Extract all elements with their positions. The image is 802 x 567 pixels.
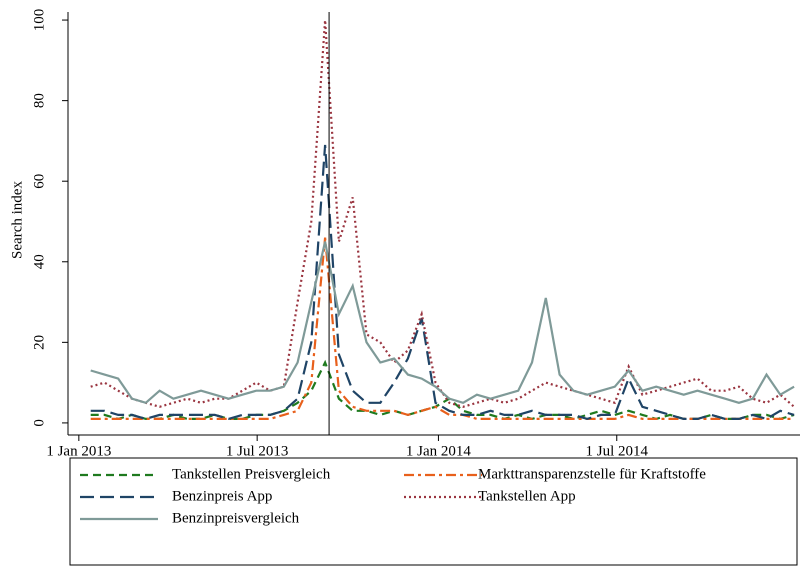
x-tick-label: 1 Jan 2013 xyxy=(46,443,111,459)
y-tick-label: 100 xyxy=(31,9,47,32)
x-tick-label: 1 Jul 2014 xyxy=(585,443,648,459)
y-tick-label: 60 xyxy=(31,174,47,189)
y-tick-label: 0 xyxy=(31,419,47,427)
line-series xyxy=(90,241,795,405)
y-tick-label: 80 xyxy=(31,93,47,108)
legend-label: Benzinpreisvergleich xyxy=(172,510,300,526)
line-series xyxy=(90,20,795,408)
y-tick-label: 20 xyxy=(31,335,47,350)
legend-label: Markttransparenzstelle für Kraftstoffe xyxy=(478,466,706,482)
y-tick-label: 40 xyxy=(31,254,47,269)
legend-label: Tankstellen Preisvergleich xyxy=(172,466,331,482)
legend-label: Tankstellen App xyxy=(478,488,576,504)
line-series xyxy=(90,144,795,421)
y-axis-label: Search index xyxy=(9,181,25,259)
legend-label: Benzinpreis App xyxy=(172,488,272,504)
x-tick-label: 1 Jan 2014 xyxy=(406,443,471,459)
x-tick-label: 1 Jul 2013 xyxy=(226,443,289,459)
line-series xyxy=(90,237,795,420)
line-series xyxy=(90,359,795,421)
legend-box xyxy=(69,457,798,566)
